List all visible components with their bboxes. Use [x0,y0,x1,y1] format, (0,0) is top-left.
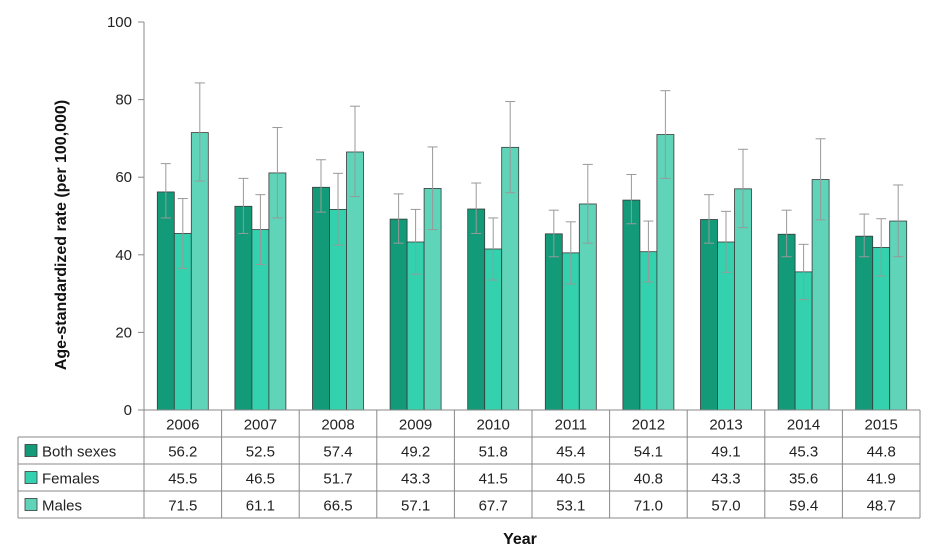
bar [777,233,796,411]
x-tick-label: 2014 [787,417,820,434]
data-label: 43.3 [711,471,740,488]
data-label: 52.5 [246,444,275,461]
legend-swatch [24,444,38,457]
y-tick-label: 20 [115,324,132,341]
data-label: 56.2 [168,444,197,461]
y-tick-label: 40 [115,247,132,264]
bar [234,205,253,411]
x-tick-label: 2009 [399,417,432,434]
y-tick-label: 100 [107,14,132,31]
data-label: 45.5 [168,471,197,488]
data-table: 2006 2007 2008 2009 2010 2011 2012 2013 2014 2015… [17,409,921,519]
data-label: 71.0 [634,498,663,515]
y-tick-label: 0 [124,402,132,419]
data-label: 40.8 [634,471,663,488]
data-label: 46.5 [246,471,275,488]
x-tick-label: 2012 [632,417,665,434]
y-tick-label: 60 [115,169,132,186]
data-label: 35.6 [789,471,818,488]
data-label: 49.2 [401,444,430,461]
data-label: 48.7 [867,498,896,515]
y-axis-title: Age-standardized rate (per 100,000) [53,100,70,370]
x-tick-label: 2010 [477,417,510,434]
x-tick-label: 2008 [321,417,354,434]
data-label: 44.8 [867,444,896,461]
data-label: 61.1 [246,498,275,515]
data-label: 41.5 [479,471,508,488]
bar [855,235,874,411]
data-label: 45.4 [556,444,585,461]
x-tick-label: 2013 [709,417,742,434]
data-label: 57.0 [711,498,740,515]
bar [544,233,563,411]
bar [700,219,718,411]
legend-swatch [24,498,38,511]
data-label: 41.9 [867,471,896,488]
bar [312,186,330,411]
data-label: 57.1 [401,498,430,515]
bars [156,82,908,411]
data-label: 57.4 [323,444,352,461]
bar [467,208,486,411]
x-tick-label: 2006 [166,417,199,434]
data-label: 45.3 [789,444,818,461]
data-label: 49.1 [711,444,740,461]
data-label: 51.8 [479,444,508,461]
data-label: 71.5 [168,498,197,515]
x-tick-label: 2011 [555,417,587,434]
data-label: 66.5 [323,498,352,515]
legend-label: Females [42,471,100,488]
data-label: 51.7 [323,471,352,488]
x-tick-label: 2007 [244,417,277,434]
legend-swatch [24,471,38,484]
data-label: 53.1 [556,498,585,515]
legend-label: Both sexes [42,444,116,461]
data-label: 59.4 [789,498,818,515]
y-tick-label: 80 [115,92,132,109]
bar [389,218,408,411]
data-label: 40.5 [556,471,585,488]
x-axis-title: Year [503,531,537,548]
data-label: 43.3 [401,471,430,488]
bar [156,191,175,411]
bar [622,199,641,411]
y-axis: 0 20 40 60 80 100 [107,14,145,419]
data-label: 54.1 [634,444,663,461]
data-label: 67.7 [479,498,508,515]
legend-label: Males [42,498,82,515]
x-tick-label: 2015 [865,417,898,434]
